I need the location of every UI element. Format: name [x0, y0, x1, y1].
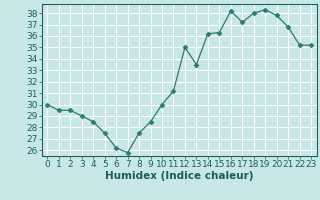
X-axis label: Humidex (Indice chaleur): Humidex (Indice chaleur) [105, 171, 253, 181]
